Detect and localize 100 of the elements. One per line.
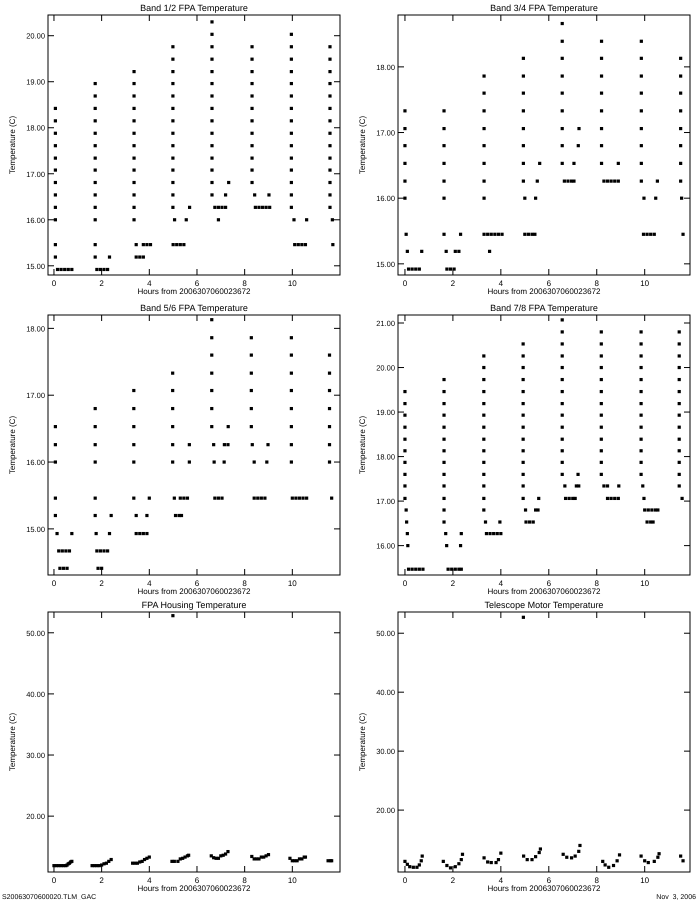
point [172, 496, 176, 500]
point [406, 544, 410, 548]
y-axis-title: Temperature (C) [358, 416, 367, 474]
point [616, 496, 620, 500]
point [616, 162, 620, 165]
x-tick-label: 4 [498, 579, 504, 588]
point [460, 858, 463, 862]
point [444, 532, 448, 536]
point [560, 126, 564, 130]
point [252, 496, 256, 500]
point [290, 32, 293, 36]
y-axis-title: Temperature (C) [358, 712, 367, 772]
point [679, 92, 682, 95]
point [132, 443, 136, 446]
x-tick-label: 2 [99, 876, 104, 885]
point [499, 852, 502, 855]
point [560, 354, 564, 358]
point [562, 852, 565, 856]
point [600, 330, 603, 334]
point [94, 94, 97, 98]
point [577, 850, 580, 853]
point [226, 443, 230, 446]
point [560, 366, 564, 370]
point [679, 162, 682, 165]
point [418, 863, 421, 867]
point [290, 443, 293, 446]
point [639, 449, 643, 452]
point [536, 180, 539, 183]
point [403, 438, 407, 441]
point [132, 496, 136, 500]
point [560, 162, 564, 165]
point [482, 390, 486, 394]
x-tick-label: 8 [594, 279, 600, 288]
point [226, 425, 230, 428]
point [616, 180, 620, 183]
x-axis-title: Hours from 2006307060023672 [138, 884, 252, 893]
x-tick-label: 10 [288, 876, 298, 885]
point [142, 255, 145, 259]
point [560, 342, 564, 346]
point [679, 109, 682, 112]
point [492, 532, 496, 536]
point [256, 496, 260, 500]
point [54, 218, 57, 222]
point [678, 366, 681, 370]
point [486, 232, 490, 236]
point [538, 850, 541, 854]
x-tick-label: 0 [402, 579, 408, 588]
point [178, 243, 182, 246]
x-tick-label: 0 [402, 876, 408, 885]
point [500, 232, 504, 236]
point [210, 354, 214, 357]
point [171, 58, 175, 61]
point [171, 372, 174, 375]
point [290, 45, 293, 48]
point [171, 443, 174, 446]
point [94, 443, 97, 446]
point [601, 860, 604, 863]
point [600, 366, 603, 370]
chart-title: Band 1/2 FPA Temperature [140, 3, 248, 13]
point [600, 56, 604, 60]
point [171, 119, 175, 122]
point [227, 180, 230, 184]
x-tick-label: 8 [594, 579, 600, 588]
point [94, 514, 97, 518]
point [408, 865, 412, 868]
point [110, 514, 113, 518]
x-tick-label: 2 [99, 579, 104, 588]
point [678, 438, 681, 441]
point [138, 532, 142, 536]
point [482, 508, 486, 512]
point [560, 449, 564, 452]
point [643, 859, 646, 862]
x-axis-title: Hours from 2006307060023672 [488, 884, 602, 893]
point [94, 168, 97, 172]
point [613, 496, 616, 500]
point [415, 866, 419, 869]
point [643, 508, 646, 512]
point [454, 250, 457, 253]
point [404, 508, 408, 512]
point [616, 859, 619, 862]
point [418, 568, 421, 571]
point [640, 162, 643, 165]
point [678, 330, 681, 334]
x-tick-label: 6 [546, 279, 552, 288]
point [678, 354, 681, 358]
point [560, 390, 564, 394]
point [649, 232, 652, 236]
point [188, 443, 191, 446]
point [94, 193, 97, 197]
point [94, 206, 97, 209]
point [94, 255, 97, 259]
point [172, 218, 176, 222]
point [132, 144, 136, 148]
point [253, 193, 256, 197]
point [678, 472, 681, 476]
point [94, 132, 97, 135]
point [482, 484, 486, 488]
point [290, 144, 293, 148]
point [260, 496, 263, 500]
point [534, 196, 538, 200]
